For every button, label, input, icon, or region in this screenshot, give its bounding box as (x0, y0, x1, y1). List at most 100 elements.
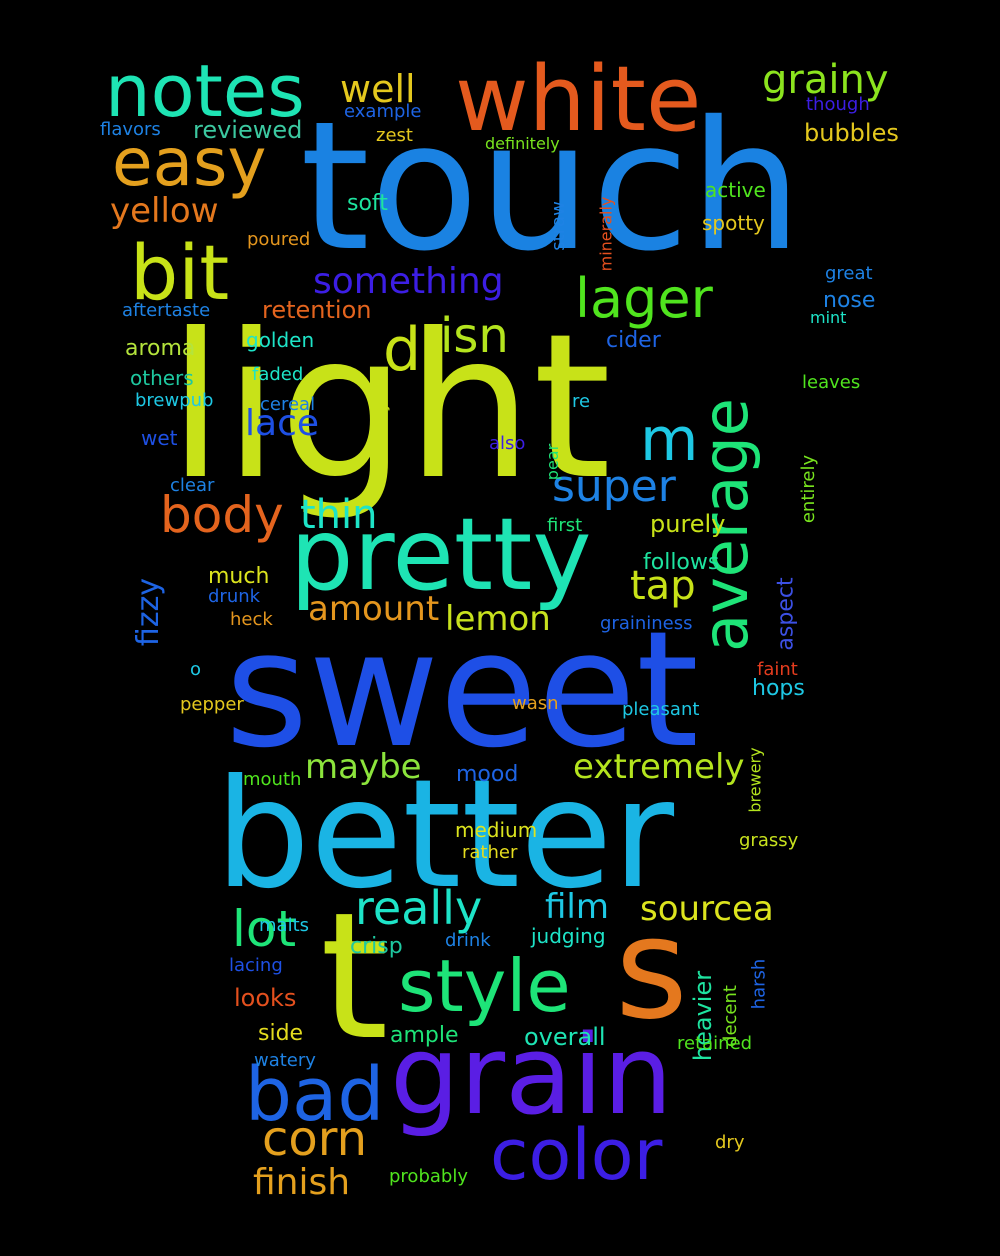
word-graininess: graininess (600, 613, 693, 634)
word-first: first (547, 515, 583, 536)
word-lacing: lacing (229, 955, 283, 976)
word-bad: bad (245, 1052, 385, 1138)
word-t: t (320, 876, 389, 1079)
word-judging: judging (531, 924, 606, 948)
word-yellow: yellow (110, 191, 219, 231)
word-great: great (825, 263, 873, 284)
word-mouth: mouth (243, 769, 302, 790)
word-malty: malty (370, 402, 390, 448)
word-pretty: pretty (290, 496, 592, 613)
word-wasn: wasn (512, 693, 559, 714)
word-lace: lace (245, 403, 320, 444)
word-wet: wet (141, 426, 178, 450)
word-faint: faint (757, 659, 798, 680)
word-flavors: flavors (100, 119, 161, 140)
word-amount: amount (308, 589, 440, 629)
word-heck: heck (230, 609, 273, 630)
word-maybe: maybe (305, 747, 422, 787)
word-others: others (130, 366, 194, 390)
word-mint: mint (810, 308, 847, 327)
word-minerally: minerally (595, 196, 615, 271)
word-finish: finish (253, 1162, 351, 1203)
word-cider: cider (606, 328, 661, 353)
word-d: d (383, 315, 422, 385)
word-style: style (398, 944, 571, 1028)
word-film: film (545, 887, 609, 927)
word-well: well (340, 67, 416, 111)
word-m: m (640, 405, 699, 475)
word-pepper: pepper (180, 694, 244, 715)
word-active: active (705, 178, 766, 202)
word-zest: zest (376, 125, 413, 146)
word-retention: retention (262, 296, 372, 324)
word-lemon: lemon (445, 599, 551, 639)
word-watery: watery (254, 1050, 316, 1071)
word-thin: thin (300, 492, 378, 538)
word-light: light (168, 291, 612, 524)
word-fizzy: fizzy (131, 577, 167, 647)
word-something: something (313, 261, 504, 302)
word-white: white (455, 47, 702, 152)
word-isn: isn (440, 308, 509, 364)
word-drunk: drunk (208, 586, 261, 607)
word-pear: pear (543, 443, 563, 481)
word-leaves: leaves (802, 372, 861, 393)
word-lager: lager (575, 267, 713, 330)
word-overall: overall (524, 1023, 606, 1051)
word-hops: hops (752, 676, 805, 701)
word-rather: rather (462, 842, 518, 863)
word-ample: ample (390, 1023, 459, 1048)
word-example: example (344, 101, 422, 122)
word-also: also (489, 433, 526, 454)
word-though: though (806, 94, 870, 115)
word-bubbles: bubbles (804, 119, 899, 147)
word-tap: tap (630, 563, 696, 609)
word-golden: golden (246, 328, 315, 352)
word-grainy: grainy (762, 57, 889, 103)
word-lot: lot (232, 900, 297, 958)
word-bit: bit (130, 228, 230, 317)
word-sourcea: sourcea (640, 889, 774, 929)
word-definitely: definitely (485, 134, 560, 153)
word-touch: touch (300, 83, 803, 290)
word-brewery: brewery (745, 746, 765, 813)
word-spotty: spotty (702, 211, 765, 235)
word-grassy: grassy (739, 830, 799, 851)
word-color: color (490, 1114, 663, 1196)
word-brewpub: brewpub (135, 390, 214, 411)
word-much: much (208, 564, 270, 589)
word-poured: poured (247, 229, 311, 250)
word-drink: drink (445, 930, 491, 951)
word-crisp: crisp (350, 934, 403, 959)
word-really: really (355, 881, 483, 935)
word-medium: medium (455, 818, 538, 842)
word-sweet: sweet (225, 596, 699, 783)
word-easy: easy (112, 124, 267, 201)
word-purely: purely (650, 510, 726, 538)
word-s: s (615, 888, 688, 1051)
word-aftertaste: aftertaste (122, 300, 211, 321)
word-o: o (190, 659, 202, 680)
word-grain: grain (390, 1011, 673, 1139)
word-cereal: cereal (260, 394, 316, 415)
word-aspect: aspect (773, 576, 799, 651)
word-notes: notes (105, 49, 305, 133)
word-straw: straw (547, 201, 569, 251)
word-side: side (258, 1021, 304, 1046)
word-re: re (572, 391, 591, 412)
word-body: body (160, 486, 284, 544)
word-dry: dry (715, 1132, 745, 1153)
word-better: better (215, 748, 675, 922)
word-entirely: entirely (798, 454, 820, 524)
word-pleasant: pleasant (622, 699, 700, 720)
word-extremely: extremely (573, 747, 745, 787)
word-nose: nose (823, 288, 876, 313)
word-harsh: harsh (747, 958, 769, 1009)
word-looks: looks (234, 984, 297, 1012)
word-clear: clear (170, 475, 215, 496)
word-soft: soft (347, 191, 388, 216)
word-faded: faded (252, 364, 304, 385)
word-probably: probably (389, 1166, 468, 1187)
word-follows: follows (643, 550, 720, 575)
